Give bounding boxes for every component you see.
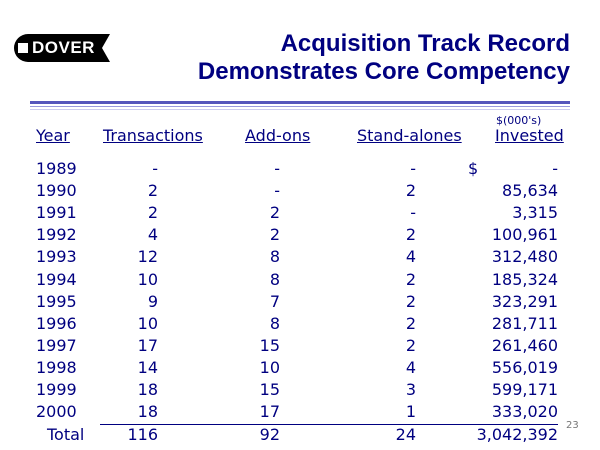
cell-currency: [468, 180, 488, 202]
cell-transactions: 2: [147, 203, 158, 223]
cell-addons: 15: [259, 380, 280, 399]
cell-addons: 8: [269, 247, 280, 267]
page-number: 23: [566, 420, 579, 431]
cell-addons: -: [274, 181, 280, 201]
dover-logo: DOVER: [14, 34, 110, 62]
cell-year: 1998: [36, 357, 77, 377]
cell-year: 1997: [36, 335, 77, 355]
cell-standalones: 4: [405, 357, 416, 377]
cell-standalones: 1: [405, 402, 416, 422]
cell-transactions: 10: [137, 269, 158, 289]
cell-standalones: 3: [405, 380, 416, 399]
total-invested: 3,042,392: [476, 425, 558, 444]
cell-currency: [468, 246, 488, 268]
cell-transactions: 10: [137, 313, 158, 333]
cell-currency: [468, 357, 488, 379]
cell-addons: 15: [259, 335, 280, 355]
logo-badge-icon: [14, 34, 110, 62]
total-standalones: 24: [395, 425, 416, 444]
cell-currency: [468, 335, 488, 357]
cell-currency: $: [468, 159, 479, 178]
page-title: Acquisition Track Record Demonstrates Co…: [198, 30, 570, 86]
cell-standalones: 2: [405, 335, 416, 355]
header-year: Year: [36, 126, 70, 145]
cell-standalones: -: [410, 203, 416, 223]
cell-addons: 7: [269, 291, 280, 311]
cell-transactions: 12: [137, 247, 158, 267]
cell-currency: [468, 313, 488, 335]
cell-transactions: 4: [147, 225, 158, 245]
cell-invested: 323,291: [491, 291, 558, 311]
cell-year: 1995: [36, 291, 77, 311]
cell-currency: [468, 269, 488, 291]
cell-invested: 333,020: [491, 402, 558, 422]
cell-standalones: 2: [405, 181, 416, 201]
cell-invested: 100,961: [491, 225, 558, 245]
cell-standalones: 2: [405, 269, 416, 289]
header-standalones: Stand-alones: [357, 126, 462, 145]
header-transactions: Transactions: [103, 126, 203, 145]
logo-text: DOVER: [32, 38, 95, 57]
cell-addons: -: [274, 159, 280, 178]
cell-addons: 17: [259, 402, 280, 422]
cell-invested: 185,324: [491, 269, 558, 289]
cell-year: 2000: [36, 402, 77, 422]
cell-invested: 556,019: [491, 357, 558, 377]
cell-addons: 2: [269, 225, 280, 245]
cell-transactions: 18: [137, 380, 158, 399]
cell-standalones: -: [410, 159, 416, 178]
header-rule-faint: [30, 109, 570, 110]
title-line-2: Demonstrates Core Competency: [197, 58, 570, 85]
cell-currency: [468, 379, 488, 401]
cell-currency: [468, 401, 488, 423]
unit-note: $(000's): [496, 114, 542, 127]
header-rule-thin: [30, 106, 570, 107]
cell-year: 1989: [36, 159, 77, 178]
cell-transactions: 18: [137, 402, 158, 422]
total-label: Total: [47, 425, 85, 444]
cell-transactions: 2: [147, 181, 158, 201]
cell-year: 1992: [36, 225, 77, 245]
cell-invested: 312,480: [491, 247, 558, 267]
cell-transactions: 9: [147, 291, 158, 311]
cell-year: 1991: [36, 203, 77, 223]
total-rule: [100, 424, 558, 425]
header-rule: [30, 101, 570, 104]
cell-standalones: 4: [405, 247, 416, 267]
cell-year: 1996: [36, 313, 77, 333]
cell-currency: [468, 202, 488, 224]
cell-year: 1999: [36, 380, 77, 399]
cell-invested: 599,171: [491, 380, 558, 399]
cell-currency: [468, 224, 488, 246]
cell-addons: 10: [259, 357, 280, 377]
cell-standalones: 2: [405, 313, 416, 333]
cell-addons: 2: [269, 203, 280, 223]
cell-invested: 281,711: [491, 313, 558, 333]
cell-addons: 8: [269, 313, 280, 333]
total-addons: 92: [259, 425, 280, 444]
header-invested: Invested: [495, 126, 564, 145]
cell-invested: 85,634: [502, 181, 558, 201]
cell-currency: [468, 291, 488, 313]
cell-year: 1994: [36, 269, 77, 289]
cell-transactions: 14: [137, 357, 158, 377]
cell-standalones: 2: [405, 291, 416, 311]
header-addons: Add-ons: [245, 126, 311, 145]
cell-year: 1993: [36, 247, 77, 267]
cell-year: 1990: [36, 181, 77, 201]
title-line-1: Acquisition Track Record: [280, 30, 570, 57]
cell-transactions: -: [152, 159, 158, 178]
cell-transactions: 17: [137, 335, 158, 355]
cell-invested: 3,315: [512, 203, 558, 223]
total-transactions: 116: [127, 425, 158, 444]
cell-standalones: 2: [405, 225, 416, 245]
cell-invested: 261,460: [491, 335, 558, 355]
cell-invested: -: [552, 159, 558, 178]
cell-addons: 8: [269, 269, 280, 289]
